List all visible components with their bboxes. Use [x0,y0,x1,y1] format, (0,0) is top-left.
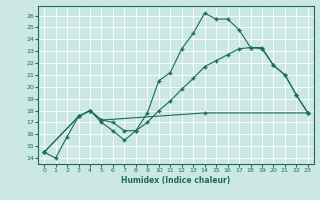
X-axis label: Humidex (Indice chaleur): Humidex (Indice chaleur) [121,176,231,185]
